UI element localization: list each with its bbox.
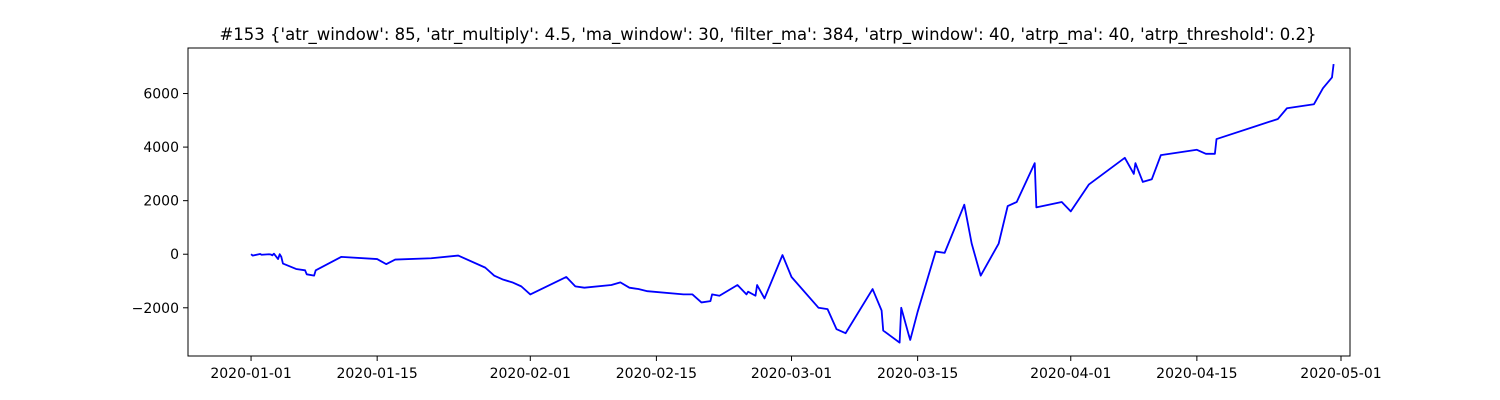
equity-series-line bbox=[250, 63, 1335, 344]
x-tick-label: 2020-03-15 bbox=[877, 366, 958, 382]
axes-layer: 2020-01-01 2020-01-15 2020-02-01 2020-02-15… bbox=[132, 87, 1382, 382]
chart-title: #153 {'atr_window': 85, 'atr_multiply': … bbox=[219, 25, 1316, 45]
x-tick-label: 2020-01-15 bbox=[336, 366, 417, 382]
plot-area-frame bbox=[187, 47, 1351, 357]
y-tick-label: 0 bbox=[170, 247, 179, 263]
x-tick-label: 2020-01-01 bbox=[210, 366, 291, 382]
x-tick-label: 2020-05-01 bbox=[1300, 366, 1381, 382]
y-tick-label: −2000 bbox=[132, 301, 179, 317]
x-tick-label: 2020-02-01 bbox=[490, 366, 571, 382]
x-tick-label: 2020-04-01 bbox=[1030, 366, 1111, 382]
series-layer bbox=[250, 63, 1335, 344]
x-tick-label: 2020-02-15 bbox=[616, 366, 697, 382]
y-tick-label: 4000 bbox=[143, 140, 179, 156]
y-tick-label: 6000 bbox=[143, 87, 179, 103]
x-tick-label: 2020-04-15 bbox=[1156, 366, 1237, 382]
y-tick-label: 2000 bbox=[143, 194, 179, 210]
x-tick-label: 2020-03-01 bbox=[751, 366, 832, 382]
